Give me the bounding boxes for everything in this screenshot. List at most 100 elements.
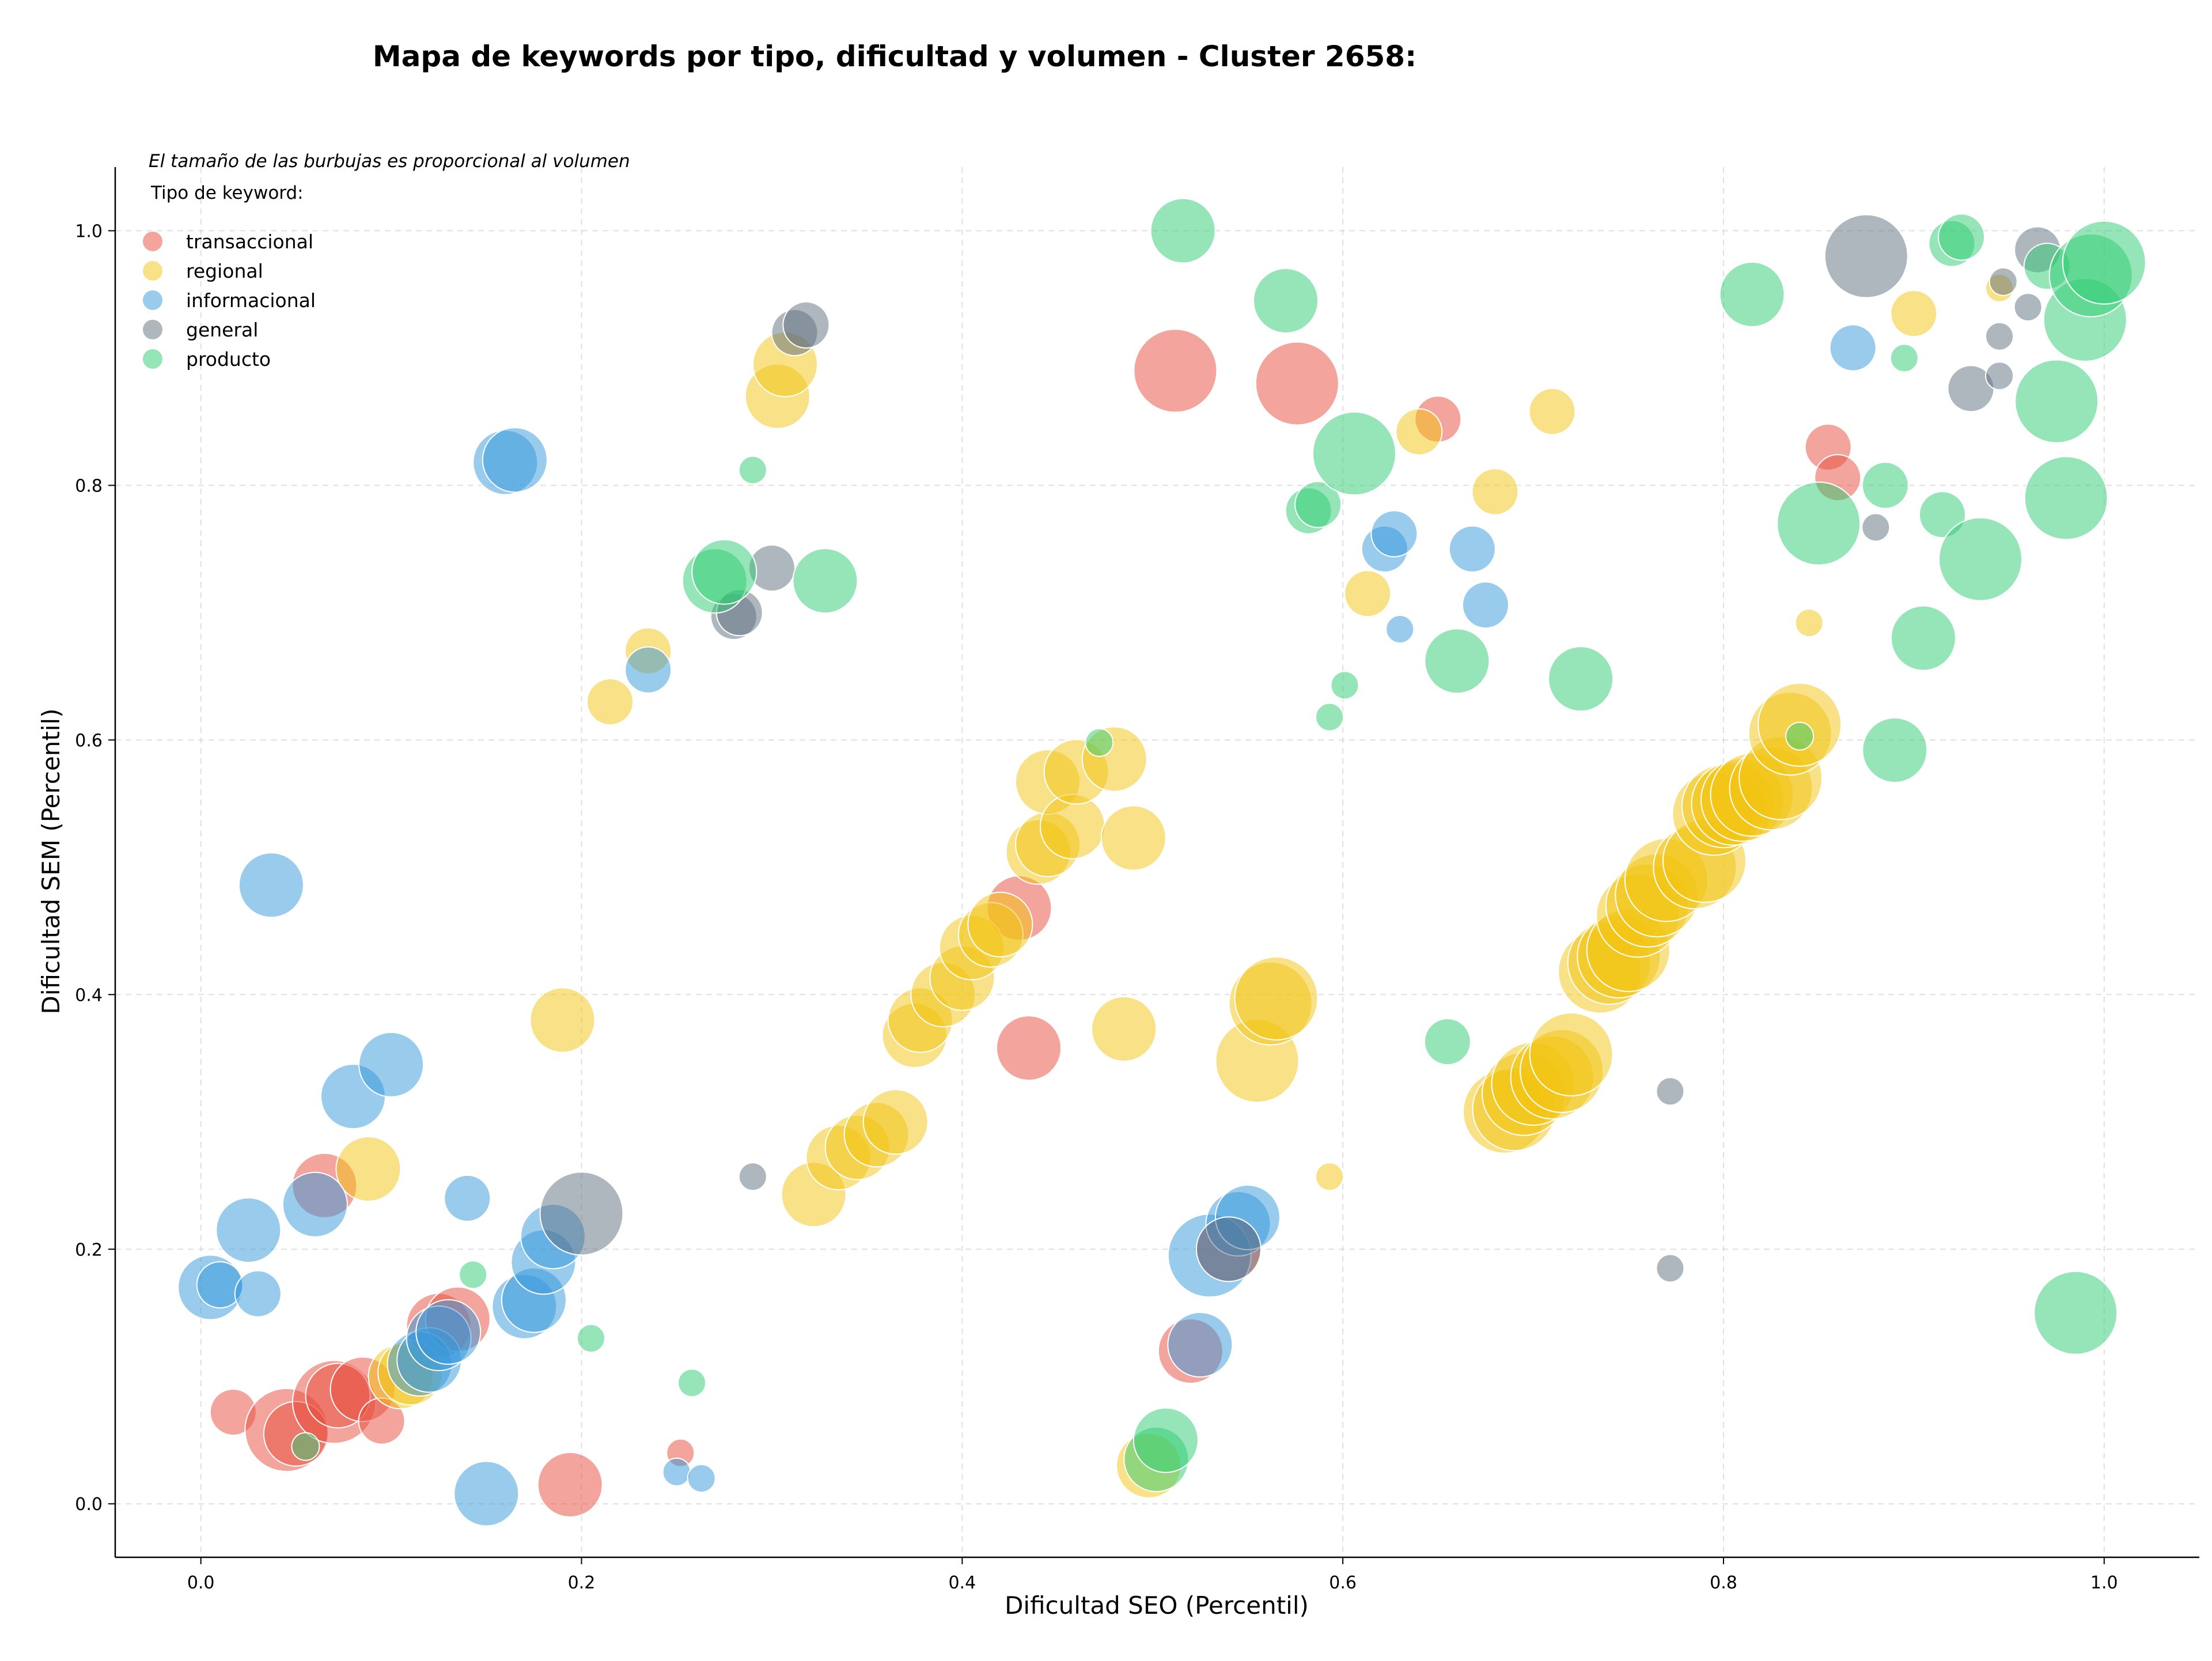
y-tick-label: 0.2 — [75, 1240, 103, 1260]
bubble-informacional — [453, 1461, 520, 1527]
bubble-regional — [967, 891, 1033, 958]
bubble-transaccional — [1133, 328, 1218, 413]
x-tick-label: 0.0 — [187, 1573, 215, 1593]
bubble-regional — [1794, 608, 1824, 638]
bubble-size-note: El tamaño de las burbujas es proporciona… — [149, 151, 630, 172]
bubble-transaccional — [1255, 341, 1339, 426]
bubble-general — [782, 301, 830, 349]
bubble-regional — [1529, 1012, 1613, 1097]
bubble-producto — [691, 539, 757, 605]
bubble-producto — [2024, 456, 2108, 540]
bubble-producto — [1938, 517, 2023, 601]
bubble-general — [2013, 293, 2043, 322]
bubble-informacional — [444, 1174, 491, 1222]
bubble-producto — [1312, 411, 1396, 496]
bubble-producto — [1424, 628, 1490, 694]
bubble-producto — [2014, 359, 2099, 444]
bubble-informacional — [282, 1171, 348, 1238]
bubble-informacional — [1370, 510, 1418, 558]
legend-marker-producto — [143, 349, 162, 369]
bubble-informacional — [1461, 581, 1509, 629]
bubble-regional — [862, 1089, 929, 1155]
bubble-regional — [1395, 408, 1443, 456]
bubble-producto — [1937, 213, 1985, 261]
bubble-regional — [335, 1136, 402, 1202]
bubble-producto — [1785, 721, 1815, 751]
legend-marker-general — [143, 320, 162, 339]
bubble-general — [539, 1171, 624, 1256]
bubble-informacional — [234, 1270, 282, 1318]
bubble-transaccional — [537, 1452, 603, 1518]
chart-title: Mapa de keywords por tipo, dificultad y … — [373, 40, 1416, 73]
bubble-regional — [1315, 1162, 1344, 1191]
bubble-informacional — [662, 1457, 691, 1486]
bubble-producto — [1330, 671, 1359, 700]
x-tick-label: 0.6 — [1329, 1573, 1357, 1593]
bubble-general — [738, 1162, 767, 1191]
bubble-general — [1656, 1254, 1685, 1283]
bubble-informacional — [1448, 525, 1496, 573]
legend-title: Tipo de keyword: — [150, 183, 304, 203]
x-tick-label: 0.8 — [1710, 1573, 1737, 1593]
y-tick-label: 1.0 — [75, 221, 103, 241]
legend-label-general: general — [186, 319, 258, 341]
bubble-regional — [529, 987, 596, 1053]
bubble-general — [1985, 321, 2014, 351]
bubble-regional — [1100, 805, 1166, 871]
bubble-regional — [1471, 468, 1519, 516]
bubble-regional — [1344, 570, 1392, 618]
bubble-producto — [1861, 461, 1909, 509]
bubble-general — [1195, 1216, 1262, 1282]
bubble-producto — [1315, 702, 1344, 732]
bubble-producto — [1548, 646, 1614, 712]
bubble-producto — [1777, 481, 1861, 566]
x-tick-label: 0.2 — [568, 1573, 596, 1593]
bubble-producto — [1918, 491, 1966, 539]
legend-label-informacional: informacional — [186, 289, 316, 312]
bubble-producto — [792, 548, 858, 614]
bubble-producto — [1862, 717, 1928, 784]
x-axis-label: Dificultad SEO (Percentil) — [1005, 1591, 1309, 1620]
bubble-informacional — [482, 427, 548, 493]
bubble-producto — [1253, 268, 1319, 334]
bubble-producto — [1150, 198, 1216, 264]
legend-marker-informacional — [143, 290, 162, 310]
bubble-general — [1988, 267, 2018, 296]
bubble-producto — [2062, 220, 2146, 305]
y-tick-label: 0.0 — [75, 1494, 103, 1515]
bubble-informacional — [358, 1031, 425, 1098]
bubble-transaccional — [995, 1015, 1062, 1081]
bubble-producto — [1889, 343, 1919, 373]
bubble-informacional — [624, 646, 672, 694]
legend-marker-regional — [143, 261, 162, 281]
legend: transaccional regional informacional genera… — [143, 230, 316, 370]
y-tick-label: 0.8 — [75, 476, 103, 496]
bubble-producto — [577, 1323, 606, 1353]
bubble-producto — [459, 1260, 488, 1289]
bubble-general — [1656, 1077, 1685, 1106]
bubble-producto — [291, 1432, 320, 1461]
bubble-producto — [677, 1368, 707, 1398]
bubble-producto — [1719, 261, 1785, 327]
bubble-informacional — [415, 1299, 482, 1365]
bubble-informacional — [687, 1463, 716, 1493]
bubble-layer — [177, 198, 2146, 1527]
bubble-informacional — [1385, 615, 1415, 644]
y-tick-label: 0.6 — [75, 731, 103, 751]
bubble-regional — [1091, 996, 1157, 1062]
y-tick-label: 0.4 — [75, 985, 103, 1005]
bubble-regional — [1890, 290, 1938, 338]
x-ticks: 0.0 0.2 0.4 0.6 0.8 1.0 — [187, 1557, 2118, 1593]
bubble-producto — [1085, 728, 1114, 757]
legend-label-regional: regional — [186, 260, 263, 282]
bubble-general — [1824, 214, 1908, 298]
bubble-producto — [1890, 605, 1956, 671]
bubble-producto — [738, 455, 767, 485]
bubble-general — [1985, 361, 2014, 391]
y-axis-label: Dificultad SEM (Percentil) — [37, 709, 65, 1015]
y-ticks: 0.0 0.2 0.4 0.6 0.8 1.0 — [75, 221, 115, 1515]
x-tick-label: 0.4 — [948, 1573, 976, 1593]
bubble-general — [1861, 513, 1891, 542]
bubble-informacional — [238, 852, 304, 918]
